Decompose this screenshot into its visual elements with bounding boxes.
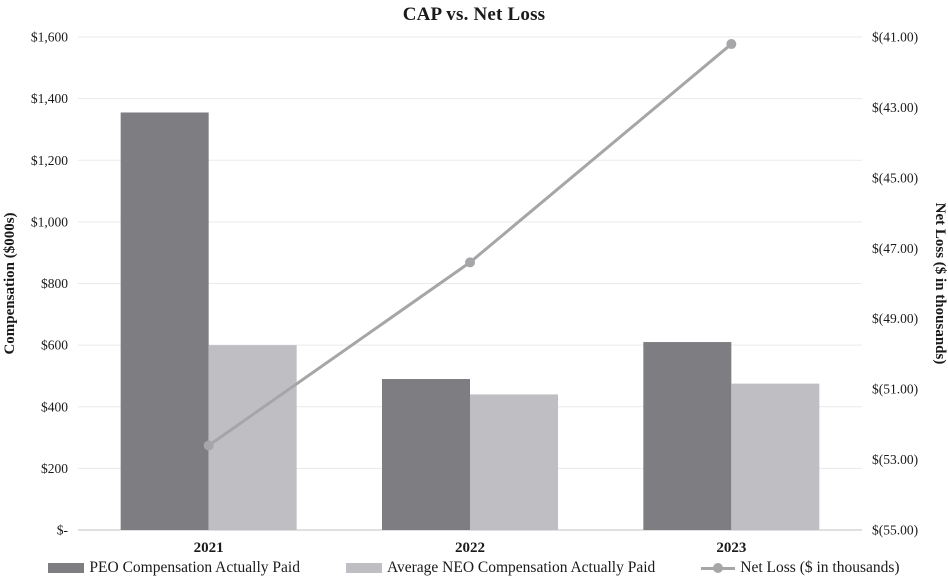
bar-neo-2023 [731, 383, 820, 530]
left-axis-tick-label: $- [57, 523, 69, 538]
left-axis-tick-label: $1,000 [31, 214, 68, 229]
chart-title: CAP vs. Net Loss [402, 4, 546, 25]
legend-item-neo-cap: Average NEO Compensation Actually Paid [345, 559, 656, 577]
net-loss-marker-2023 [726, 39, 737, 50]
neo-bar-swatch-icon [345, 563, 382, 573]
legend-label-net-loss: Net Loss ($ in thousands) [740, 559, 900, 576]
bar-peo-2021 [120, 112, 209, 530]
net-loss-marker-2022 [465, 257, 475, 268]
bar-neo-2021 [208, 345, 297, 530]
right-axis-tick-label: $(55.00) [872, 523, 918, 538]
bar-peo-2022 [382, 379, 470, 530]
net-loss-marker-2021 [203, 440, 214, 451]
legend-label-peo-cap: PEO Compensation Actually Paid [89, 559, 300, 576]
bar-neo-2022 [470, 394, 558, 530]
left-axis-tick-label: $600 [41, 338, 68, 353]
legend-item-net-loss: Net Loss ($ in thousands) [701, 559, 900, 577]
bar-peo-2023 [643, 342, 732, 530]
right-axis-tick-label: $(45.00) [872, 170, 918, 185]
left-axis-tick-label: $1,200 [31, 153, 68, 168]
right-axis-tick-label: $(43.00) [872, 100, 918, 115]
left-axis-tick-label: $800 [41, 276, 68, 291]
x-axis-label-2021: 2021 [194, 540, 224, 556]
legend-item-peo-cap: PEO Compensation Actually Paid [48, 559, 300, 577]
chart-legend: PEO Compensation Actually Paid Average N… [0, 559, 948, 577]
right-axis-tick-label: $(53.00) [872, 452, 918, 467]
right-axis-title: Net Loss ($ in thousands) [932, 203, 948, 365]
right-axis-tick-label: $(49.00) [872, 311, 918, 326]
legend-label-neo-cap: Average NEO Compensation Actually Paid [386, 559, 656, 576]
peo-bar-swatch-icon [48, 563, 85, 573]
right-axis-tick-label: $(41.00) [872, 30, 918, 45]
x-axis-label-2022: 2022 [455, 540, 485, 556]
left-axis-tick-label: $1,600 [31, 30, 68, 45]
left-axis-tick-label: $200 [41, 461, 68, 476]
left-axis-tick-label: $1,400 [31, 91, 68, 106]
left-axis-title: Compensation ($000s) [2, 212, 18, 354]
x-axis-label-2023: 2023 [716, 540, 746, 556]
left-axis-tick-label: $400 [41, 399, 68, 414]
net-loss-line-swatch-icon [701, 562, 736, 574]
right-axis-tick-label: $(51.00) [872, 382, 918, 397]
right-axis-tick-label: $(47.00) [872, 241, 918, 256]
